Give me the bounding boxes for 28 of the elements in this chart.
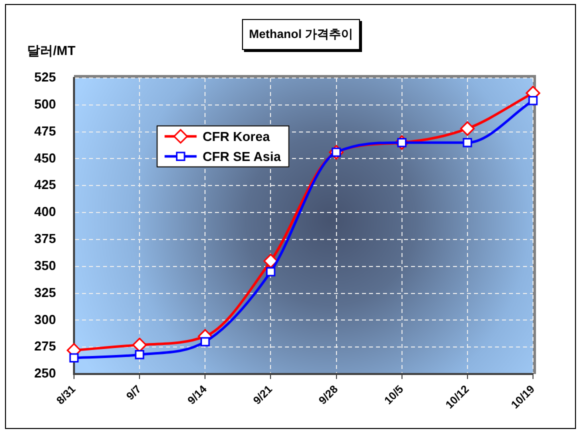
- chart-title: Methanol 가격추이: [242, 19, 360, 50]
- point: [460, 121, 475, 136]
- y-tick-label: 300: [34, 312, 56, 327]
- y-tick-label: 400: [34, 204, 56, 220]
- x-tick-label: 8/31: [54, 383, 78, 408]
- y-tick-label: 500: [34, 96, 56, 112]
- y-tick-label: 250: [34, 366, 56, 381]
- y-tick-label: 475: [34, 123, 56, 138]
- point: [69, 353, 79, 362]
- y-tick-label: 325: [34, 284, 56, 300]
- y-tick-label: 425: [34, 177, 56, 192]
- y-tick-label: 375: [34, 231, 56, 246]
- y-axis-title: 달러/MT: [27, 42, 76, 60]
- point: [528, 96, 538, 106]
- x-tick-label: 9/7: [124, 383, 144, 403]
- point: [200, 337, 210, 346]
- point: [462, 138, 472, 148]
- legend-label: CFR SE Asia: [202, 148, 282, 164]
- x-tick-label: 9/28: [316, 383, 341, 408]
- x-tick-label: 9/21: [251, 383, 275, 408]
- y-tick-label: 275: [34, 338, 56, 354]
- y-tick-label: 525: [34, 70, 56, 85]
- y-tick-label: 450: [34, 150, 56, 166]
- y-tick-label: 350: [34, 258, 56, 273]
- point: [263, 254, 278, 268]
- legend-label: CFR Korea: [202, 128, 271, 144]
- point: [134, 350, 144, 360]
- point: [266, 267, 276, 276]
